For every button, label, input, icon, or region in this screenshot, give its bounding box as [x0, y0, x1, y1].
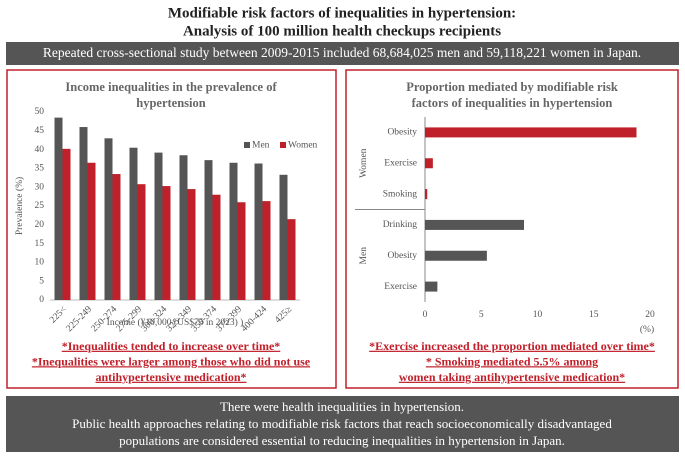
note: *Inequalities were larger among those wh…	[32, 354, 311, 368]
bar	[62, 148, 71, 300]
y-tick-label: 15	[35, 239, 45, 249]
y-tick-label: 50	[35, 107, 45, 117]
y-tick-label: Drinking	[383, 220, 418, 230]
footer-text: Public health approaches relating to mod…	[72, 416, 612, 431]
footer-bg	[6, 396, 679, 452]
bar	[212, 194, 221, 300]
right-panel	[345, 69, 679, 389]
y-tick-label: Exercise	[384, 282, 417, 292]
footer-text: populations are considered essential to …	[119, 433, 565, 448]
title: Analysis of 100 million health checkups …	[183, 23, 501, 39]
group-label: Men	[359, 247, 369, 265]
bar	[425, 127, 637, 138]
x-tick-label: 400-424	[240, 304, 270, 334]
bar	[425, 281, 438, 292]
y-tick-label: Exercise	[384, 158, 417, 168]
y-tick-label: 5	[39, 276, 44, 286]
x-tick-label: 0	[423, 310, 428, 320]
bar	[204, 160, 213, 300]
y-tick-label: 45	[35, 126, 45, 136]
bar	[104, 138, 113, 300]
bar	[425, 158, 433, 169]
note: antihypertensive medication*	[96, 370, 247, 384]
bar	[87, 162, 96, 300]
y-tick-label: Smoking	[383, 189, 418, 199]
x-tick-label: 20	[645, 310, 655, 320]
legend-swatch	[244, 142, 250, 148]
bar	[425, 189, 428, 200]
x-tick-label: 10	[533, 310, 543, 320]
footer-text: There were health inequalities in hypert…	[220, 399, 464, 414]
title: Modifiable risk factors of inequalities …	[168, 5, 516, 21]
bar	[262, 201, 271, 300]
x-tick-label: 225-249	[65, 304, 95, 334]
bar	[287, 219, 296, 300]
chart-title: hypertension	[136, 96, 206, 110]
bar	[254, 163, 263, 300]
banner: Repeated cross-sectional study between 2…	[43, 45, 641, 60]
legend-swatch	[280, 142, 286, 148]
banner-bg	[6, 42, 679, 65]
legend-label: Women	[288, 141, 318, 151]
bar	[154, 152, 163, 300]
note: *Exercise increased the proportion media…	[369, 339, 655, 353]
x-tick-label: 225<	[48, 305, 69, 326]
y-tick-label: 25	[35, 201, 45, 211]
bar	[179, 155, 188, 300]
y-tick-label: 40	[35, 145, 45, 155]
chart-title: factors of inequalities in hypertension	[412, 96, 613, 110]
x-tick-label: 5	[479, 310, 484, 320]
x-tick-label: 15	[589, 310, 599, 320]
bar	[187, 189, 196, 300]
bar	[425, 250, 487, 261]
x-axis-label: (%)	[640, 324, 654, 335]
note: * Smoking mediated 5.5% among	[426, 354, 598, 368]
y-tick-label: 20	[35, 220, 45, 230]
bar	[279, 174, 288, 300]
note: women taking antihypertensive medication…	[399, 370, 625, 384]
y-axis-label: Prevalence (%)	[14, 177, 25, 235]
bar	[162, 186, 171, 300]
bar	[54, 117, 63, 300]
bar	[79, 127, 88, 300]
y-tick-label: Obesity	[387, 251, 417, 261]
bar	[129, 147, 138, 300]
y-tick-label: Obesity	[387, 128, 417, 138]
y-tick-label: 10	[35, 258, 45, 268]
group-label: Women	[359, 148, 369, 178]
y-tick-label: 30	[35, 182, 45, 192]
y-tick-label: 0	[39, 295, 44, 305]
bar	[229, 162, 238, 300]
y-tick-label: 35	[35, 164, 45, 174]
chart-title: Proportion mediated by modifiable risk	[406, 80, 618, 94]
x-axis-label: Income (¥10,000 (US$75 in 2023) )	[107, 317, 244, 328]
left-panel	[6, 69, 337, 389]
x-tick-label: 425≥	[273, 305, 294, 326]
bar	[137, 184, 146, 300]
chart-title: Income inequalities in the prevalence of	[65, 80, 277, 94]
note: *Inequalities tended to increase over ti…	[62, 339, 281, 353]
bar	[425, 219, 524, 230]
bar	[237, 202, 246, 300]
legend-label: Men	[252, 141, 270, 151]
bar	[112, 174, 121, 300]
